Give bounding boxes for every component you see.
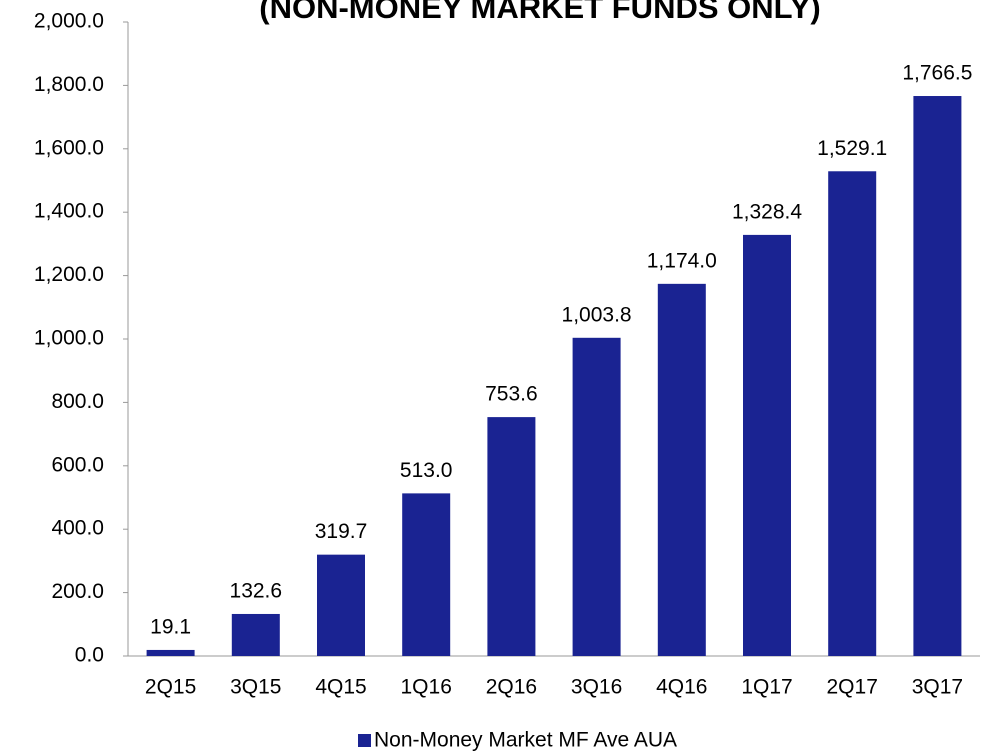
bar: [657, 283, 706, 656]
legend-swatch: [358, 734, 371, 747]
bar: [913, 96, 962, 656]
y-tick-label: 400.0: [51, 517, 104, 540]
x-tick-label: 4Q16: [656, 676, 707, 699]
x-tick-label: 3Q16: [571, 676, 622, 699]
bar: [402, 493, 451, 656]
bar: [146, 649, 195, 656]
bar: [487, 417, 536, 656]
chart-title: (NON-MONEY MARKET FUNDS ONLY): [259, 0, 820, 25]
value-label: 132.6: [230, 580, 283, 603]
bar: [572, 337, 621, 656]
x-tick-label: 2Q15: [145, 676, 196, 699]
legend-label: Non-Money Market MF Ave AUA: [374, 729, 677, 752]
value-label: 319.7: [315, 520, 368, 543]
x-tick-label: 2Q17: [827, 676, 878, 699]
y-tick-label: 1,600.0: [34, 136, 104, 159]
y-tick-label: 1,000.0: [34, 327, 104, 350]
value-label: 513.0: [400, 459, 453, 482]
y-tick-label: 2,000.0: [34, 10, 104, 33]
value-label: 1,766.5: [902, 62, 972, 85]
bar: [231, 613, 280, 656]
y-tick-label: 1,400.0: [34, 200, 104, 223]
value-label: 1,174.0: [647, 249, 717, 272]
bar: [317, 554, 365, 656]
x-tick-label: 3Q17: [912, 676, 963, 699]
y-tick-label: 1,200.0: [34, 263, 104, 286]
y-tick-label: 0.0: [75, 644, 104, 667]
y-tick-label: 800.0: [51, 390, 104, 413]
x-tick-label: 4Q15: [315, 676, 366, 699]
value-label: 1,529.1: [817, 137, 887, 160]
x-tick-label: 1Q17: [741, 676, 792, 699]
bar: [828, 171, 877, 656]
y-tick-label: 200.0: [51, 580, 104, 603]
x-tick-label: 3Q15: [230, 676, 281, 699]
y-tick-label: 1,800.0: [34, 73, 104, 96]
value-label: 753.6: [485, 383, 538, 406]
value-label: 1,328.4: [732, 200, 802, 223]
x-tick-label: 1Q16: [401, 676, 452, 699]
value-label: 1,003.8: [562, 303, 632, 326]
x-tick-label: 2Q16: [486, 676, 537, 699]
y-tick-label: 600.0: [51, 453, 104, 476]
value-label: 19.1: [150, 615, 191, 638]
bar: [743, 234, 791, 656]
